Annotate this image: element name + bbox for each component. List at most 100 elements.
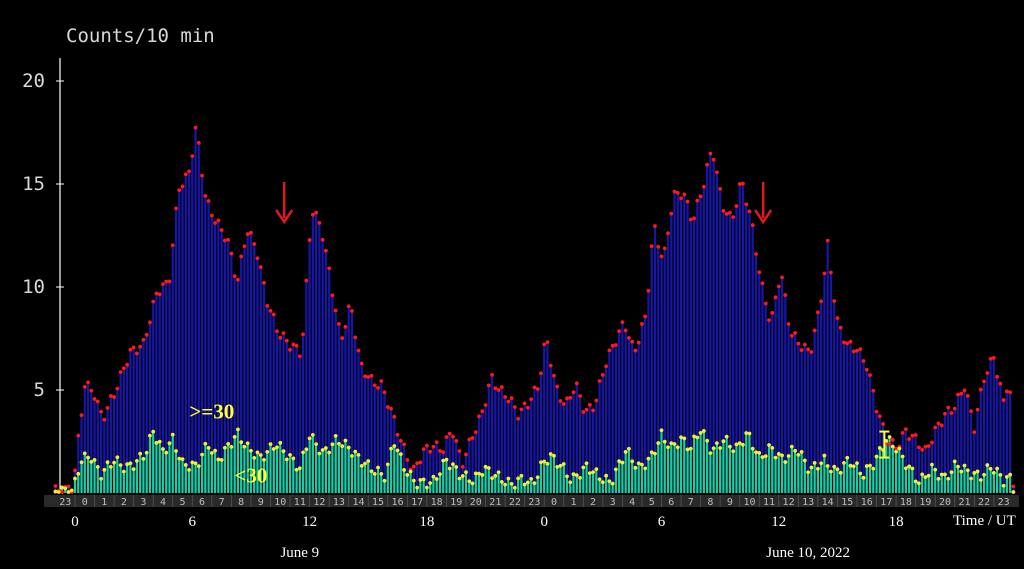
data-point [731,449,736,454]
data-point [917,481,921,486]
y-axis-label: Counts/10 min [66,25,215,47]
data-point [793,448,797,453]
data-point [620,320,625,325]
data-point [780,275,784,280]
data-point [239,440,244,445]
data-point [1011,484,1016,489]
data-point [913,433,918,437]
data-point [741,442,745,447]
data-point [402,468,406,472]
data-point [434,477,439,481]
data-point [864,464,869,468]
data-point [92,397,97,401]
hour-strip-label: 20 [470,497,482,508]
data-point [936,476,941,481]
data-point [962,463,967,468]
data-point [750,223,755,227]
data-point [542,342,547,347]
data-point [832,464,837,469]
data-point [701,184,706,189]
data-point [711,157,716,162]
data-point [578,394,582,398]
data-point [956,392,960,397]
hour-strip-background [44,495,1019,507]
data-point [705,162,710,167]
data-point [939,472,944,477]
hour-strip-label: 13 [333,497,345,508]
data-point [829,270,833,275]
data-point [451,462,455,467]
data-point [591,470,595,475]
data-point [135,351,139,356]
data-point [930,462,934,467]
data-point [421,477,426,482]
data-point [724,212,729,216]
data-point [350,454,354,458]
data-point [105,460,110,465]
data-point [382,478,387,483]
bars-low-energy-series [54,429,1015,493]
data-point [275,329,279,334]
data-point [154,440,159,445]
data-point [320,448,325,452]
data-point [923,444,928,449]
data-point [949,411,954,415]
data-point [144,450,149,455]
data-point [825,464,830,468]
data-point [587,471,592,476]
data-point [157,292,162,297]
data-point [86,455,90,460]
data-point [903,466,908,471]
data-point [95,465,100,469]
data-point [734,204,739,208]
data-point [473,471,478,476]
data-point [607,348,612,353]
data-point [522,401,527,406]
data-point [662,439,667,444]
data-point [604,473,609,478]
data-point [405,473,410,477]
data-point [196,140,201,145]
data-point [506,399,511,404]
data-point [692,216,696,221]
data-point [389,406,393,411]
data-point [187,468,191,472]
data-point [376,465,380,470]
data-point [141,457,146,461]
x-tick-label: 0 [540,514,548,530]
data-point [802,342,807,347]
data-point [734,442,739,447]
hour-strip-label: 17 [411,497,423,508]
data-point [490,476,494,481]
data-point [760,281,765,286]
data-point [519,407,524,412]
data-point [1004,475,1009,479]
data-point [806,470,811,475]
data-point [271,447,276,451]
data-point [252,242,257,246]
data-point [900,430,905,435]
data-point [60,485,64,490]
hour-strip-label: 3 [610,497,616,508]
data-point [832,299,837,303]
data-point [252,456,257,460]
data-point [568,395,573,400]
data-point [337,441,341,446]
data-point [711,446,716,451]
data-point [372,383,377,388]
data-point [545,461,550,466]
data-point [499,385,504,389]
data-point [398,438,403,443]
data-point [923,475,928,480]
data-point [825,238,830,243]
data-point [196,464,201,469]
hour-strip-label: 6 [668,497,674,508]
data-point [180,184,185,189]
data-point [773,295,778,300]
data-point [835,316,840,320]
data-point [952,406,957,411]
hour-strip-label: 5 [649,497,655,508]
data-point [343,324,348,329]
data-point [174,449,178,453]
data-point [486,383,491,388]
